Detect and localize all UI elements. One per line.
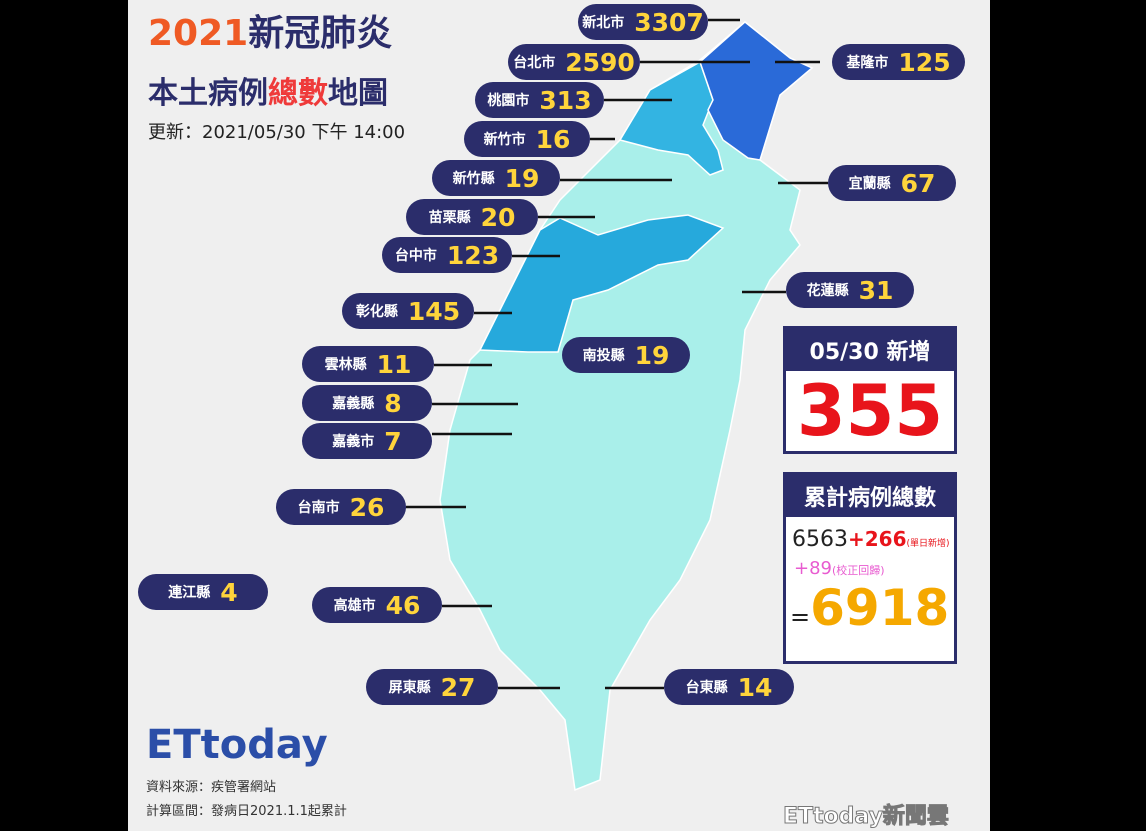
region-label: 新竹縣 19 xyxy=(432,160,560,196)
region-label: 基隆市 125 xyxy=(832,44,965,80)
region-cases: 27 xyxy=(440,672,476,702)
region-label: 高雄市 46 xyxy=(312,587,442,623)
region-cases: 19 xyxy=(504,163,540,193)
region-cases: 19 xyxy=(634,340,670,370)
region-label: 台北市 2590 xyxy=(508,44,640,80)
region-name: 基隆市 xyxy=(846,55,889,71)
region-label: 彰化縣 145 xyxy=(342,293,474,329)
region-cases: 67 xyxy=(900,168,936,198)
region-label: 嘉義縣 8 xyxy=(302,385,432,421)
region-label: 台中市 123 xyxy=(382,237,512,273)
region-label: 新北市 3307 xyxy=(578,4,708,40)
region-name: 雲林縣 xyxy=(324,357,367,373)
region-name: 新竹市 xyxy=(483,132,526,148)
taichung-changhua xyxy=(478,214,725,353)
region-label: 台南市 26 xyxy=(276,489,406,525)
source: 資料來源：疾管署網站 xyxy=(146,780,277,795)
range: 計算區間：發病日2021.1.1起累計 xyxy=(146,804,347,819)
region-name: 南投縣 xyxy=(582,348,625,364)
total-equals: = xyxy=(790,603,811,631)
total-line1: 6563+266(單日新增) xyxy=(786,517,954,552)
region-name: 花蓮縣 xyxy=(806,283,849,299)
region-cases: 145 xyxy=(407,296,461,326)
region-cases: 16 xyxy=(535,124,571,154)
logo: ETtoday xyxy=(146,722,328,768)
region-cases: 123 xyxy=(446,240,500,270)
region-name: 高雄市 xyxy=(333,598,376,614)
region-name: 宜蘭縣 xyxy=(848,176,891,192)
region-label: 新竹市 16 xyxy=(464,121,590,157)
total-line3: =6918 xyxy=(786,579,954,637)
region-cases: 14 xyxy=(737,672,773,702)
taoyuan-hsinchu xyxy=(618,60,724,176)
region-cases: 2590 xyxy=(565,47,635,77)
region-cases: 20 xyxy=(480,202,516,232)
region-cases: 3307 xyxy=(634,7,704,37)
region-name: 新竹縣 xyxy=(452,171,495,187)
daily-value: 355 xyxy=(796,370,944,452)
total-added-note: (單日新增) xyxy=(906,539,950,549)
region-cases: 8 xyxy=(384,388,402,418)
total-line2: +89(校正回歸) xyxy=(786,552,954,579)
region-name: 台中市 xyxy=(394,248,437,264)
total-box: 累計病例總數 6563+266(單日新增) +89(校正回歸) =6918 xyxy=(783,472,957,664)
total-corrected: +89 xyxy=(794,558,832,579)
region-name: 新北市 xyxy=(582,15,625,31)
title-text: 新冠肺炎 xyxy=(248,13,393,54)
region-cases: 7 xyxy=(384,426,402,456)
total-base: 6563 xyxy=(792,527,848,552)
region-name: 嘉義縣 xyxy=(332,396,375,412)
region-name: 桃園市 xyxy=(487,93,530,109)
region-cases: 46 xyxy=(385,590,421,620)
region-name: 苗栗縣 xyxy=(428,210,471,226)
region-label: 台東縣 14 xyxy=(664,669,794,705)
region-cases: 11 xyxy=(376,349,412,379)
region-name: 台東縣 xyxy=(685,680,728,696)
region-cases: 4 xyxy=(220,577,238,607)
total-corrected-note: (校正回歸) xyxy=(832,564,885,577)
taiwan-map xyxy=(406,18,828,792)
region-label: 桃園市 313 xyxy=(475,82,604,118)
subtitle-b: 總數 xyxy=(268,76,328,111)
daily-box: 05/30 新增 355 xyxy=(783,326,957,454)
total-label: 累計病例總數 xyxy=(786,475,954,517)
region-name: 台南市 xyxy=(297,500,340,516)
region-cases: 125 xyxy=(898,47,951,77)
region-label: 苗栗縣 20 xyxy=(406,199,538,235)
region-name: 屏東縣 xyxy=(388,680,431,696)
region-label: 嘉義市 7 xyxy=(302,423,432,459)
updated: 更新：2021/05/30 下午 14:00 xyxy=(148,122,406,143)
region-cases: 313 xyxy=(539,85,592,115)
total-added: +266 xyxy=(848,527,907,551)
region-name: 嘉義市 xyxy=(332,434,375,450)
region-label: 屏東縣 27 xyxy=(366,669,498,705)
subtitle-c: 地圖 xyxy=(328,76,388,111)
region-label: 宜蘭縣 67 xyxy=(828,165,956,201)
region-label: 南投縣 19 xyxy=(562,337,690,373)
region-cases: 26 xyxy=(349,492,385,522)
region-name: 連江縣 xyxy=(168,585,211,601)
infographic: 2021新冠肺炎 本土病例總數地圖 更新：2021/05/30 下午 14:00… xyxy=(128,0,990,831)
region-cases: 31 xyxy=(858,275,894,305)
region-label: 連江縣 4 xyxy=(138,574,268,610)
title-year: 2021 xyxy=(148,13,249,54)
subtitle: 本土病例總數地圖 xyxy=(148,68,388,112)
total-value: 6918 xyxy=(810,579,950,637)
region-name: 彰化縣 xyxy=(355,304,398,320)
daily-label: 05/30 新增 xyxy=(786,329,954,371)
watermark: ETtoday新聞雲 xyxy=(783,804,950,830)
title: 2021新冠肺炎 xyxy=(148,4,392,56)
taipei-area xyxy=(699,21,814,161)
region-label: 雲林縣 11 xyxy=(302,346,434,382)
region-label: 花蓮縣 31 xyxy=(786,272,914,308)
region-name: 台北市 xyxy=(513,55,556,71)
subtitle-a: 本土病例 xyxy=(148,76,268,111)
